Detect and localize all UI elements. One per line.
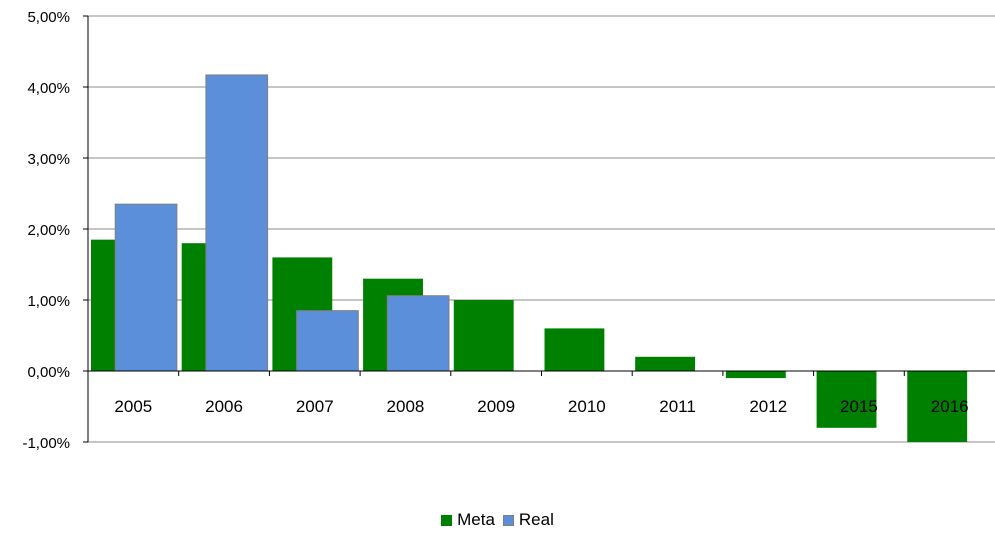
bar-real-2005	[114, 203, 178, 372]
x-tick-label-2016: 2016	[931, 397, 969, 416]
y-tick-label: 1,00%	[27, 293, 70, 310]
x-tick-label-2012: 2012	[749, 397, 787, 416]
bars	[91, 74, 968, 442]
y-tick-label: -1,00%	[22, 435, 70, 452]
x-tick-label-2008: 2008	[387, 397, 425, 416]
y-tick-label: 5,00%	[27, 9, 70, 26]
legend-swatch-real	[502, 514, 514, 526]
x-tick-label-2006: 2006	[205, 397, 243, 416]
legend: Meta Real	[0, 510, 995, 530]
bar-real-2006	[205, 74, 269, 372]
bar-real-2008	[386, 295, 450, 372]
bar-real-2007	[296, 310, 359, 372]
x-tick-label-2009: 2009	[477, 397, 515, 416]
bar-meta-2012	[725, 371, 786, 379]
bar-meta-2010	[544, 328, 605, 371]
bar-meta-2015	[816, 371, 877, 428]
bar-meta-2011	[635, 356, 696, 371]
bar-meta-2016	[907, 371, 968, 442]
axis-labels: 5,00% 4,00% 3,00% 2,00% 1,00% 0,00% -1,00% 2005…	[22, 9, 968, 452]
x-tick-label-2015: 2015	[840, 397, 878, 416]
legend-label-real: Real	[518, 510, 554, 529]
x-tick-label-2005: 2005	[114, 397, 152, 416]
x-tick-label-2010: 2010	[568, 397, 606, 416]
legend-item-meta: Meta	[441, 510, 495, 530]
x-tick-label-2007: 2007	[296, 397, 334, 416]
y-tick-label: 2,00%	[27, 222, 70, 239]
legend-label-meta: Meta	[457, 510, 495, 529]
x-tick-label-2011: 2011	[659, 397, 696, 416]
legend-swatch-meta	[441, 514, 453, 526]
y-tick-label: 0,00%	[27, 364, 70, 381]
legend-item-real: Real	[502, 510, 554, 530]
bar-meta-2009	[453, 300, 514, 371]
y-tick-label: 3,00%	[27, 151, 70, 168]
axes	[83, 15, 995, 443]
y-tick-label: 4,00%	[27, 80, 70, 97]
